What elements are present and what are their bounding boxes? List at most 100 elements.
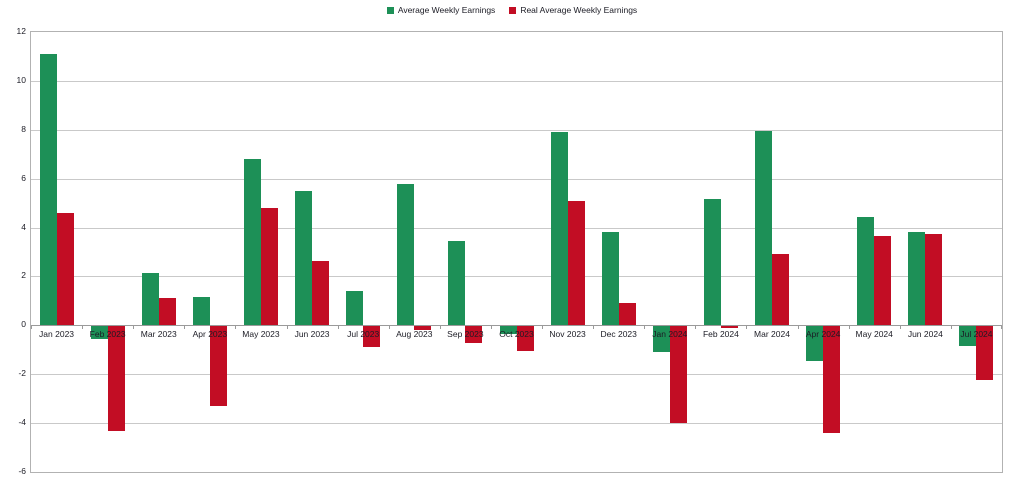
chart-legend: Average Weekly Earnings Real Average Wee… bbox=[0, 4, 1024, 16]
axis-tick bbox=[951, 325, 952, 330]
bar-real-average-weekly-earnings bbox=[56, 212, 74, 326]
x-axis-label: Jul 2023 bbox=[347, 329, 380, 340]
axis-tick bbox=[133, 325, 134, 330]
axis-tick bbox=[389, 325, 390, 330]
gridline bbox=[31, 80, 1002, 82]
x-axis-label: Jul 2024 bbox=[960, 329, 993, 340]
y-axis-label: -6 bbox=[18, 466, 26, 476]
bar-real-average-weekly-earnings bbox=[720, 326, 738, 328]
bar-average-weekly-earnings bbox=[550, 132, 568, 326]
bar-real-average-weekly-earnings bbox=[976, 326, 994, 381]
legend-label-average-weekly-earnings: Average Weekly Earnings bbox=[397, 4, 496, 15]
gridline bbox=[31, 374, 1002, 376]
x-axis-label: Mar 2023 bbox=[140, 329, 177, 340]
bar-real-average-weekly-earnings bbox=[312, 260, 330, 326]
legend-label-real-average-weekly-earnings: Real Average Weekly Earnings bbox=[520, 4, 638, 15]
bar-average-weekly-earnings bbox=[857, 216, 875, 326]
bar-real-average-weekly-earnings bbox=[874, 236, 892, 326]
bar-average-weekly-earnings bbox=[39, 54, 57, 326]
axis-tick bbox=[542, 325, 543, 330]
axis-tick bbox=[849, 325, 850, 330]
gridline bbox=[31, 276, 1002, 278]
axis-tick bbox=[593, 325, 594, 330]
axis-tick bbox=[695, 325, 696, 330]
axis-tick bbox=[31, 325, 32, 330]
y-axis-label: 4 bbox=[21, 221, 26, 232]
bar-average-weekly-earnings bbox=[346, 291, 364, 326]
y-axis-label: 12 bbox=[16, 26, 26, 36]
bar-real-average-weekly-earnings bbox=[516, 326, 534, 351]
bar-average-weekly-earnings bbox=[959, 326, 977, 346]
y-axis-label: 6 bbox=[21, 172, 26, 183]
bar-average-weekly-earnings bbox=[499, 326, 517, 334]
x-axis-label: Mar 2024 bbox=[754, 329, 790, 340]
y-axis: 12 10 8 6 4 2 0 -2 -4 -6 bbox=[0, 0, 27, 488]
bar-real-average-weekly-earnings bbox=[823, 326, 841, 433]
bar-real-average-weekly-earnings bbox=[567, 200, 585, 326]
bar-real-average-weekly-earnings bbox=[414, 326, 432, 330]
y-axis-label: -4 bbox=[18, 417, 26, 428]
axis-tick bbox=[338, 325, 339, 330]
x-axis-label: Nov 2023 bbox=[549, 329, 586, 340]
bar-average-weekly-earnings bbox=[90, 326, 108, 339]
bar-average-weekly-earnings bbox=[755, 131, 773, 326]
y-axis-label: 10 bbox=[16, 74, 26, 85]
axis-tick bbox=[1001, 325, 1002, 330]
bar-real-average-weekly-earnings bbox=[363, 326, 381, 348]
legend-item-real-average-weekly-earnings: Real Average Weekly Earnings bbox=[509, 4, 638, 15]
x-axis-label: Dec 2023 bbox=[600, 329, 637, 340]
legend-swatch-average-weekly-earnings-icon bbox=[386, 6, 394, 14]
legend-swatch-real-average-weekly-earnings-icon bbox=[509, 6, 517, 14]
axis-tick bbox=[798, 325, 799, 330]
bar-real-average-weekly-earnings bbox=[209, 326, 227, 406]
axis-tick bbox=[287, 325, 288, 330]
x-axis-label: Aug 2023 bbox=[396, 329, 433, 340]
bar-real-average-weekly-earnings bbox=[465, 326, 483, 344]
bar-average-weekly-earnings bbox=[703, 199, 721, 326]
bar-real-average-weekly-earnings bbox=[260, 208, 278, 326]
legend-item-average-weekly-earnings: Average Weekly Earnings bbox=[386, 4, 496, 15]
gridline bbox=[31, 129, 1002, 131]
bar-average-weekly-earnings bbox=[295, 190, 313, 326]
bar-average-weekly-earnings bbox=[448, 241, 466, 326]
y-axis-label: 8 bbox=[21, 123, 26, 134]
bar-average-weekly-earnings bbox=[806, 326, 824, 361]
bar-average-weekly-earnings bbox=[397, 183, 415, 326]
gridline bbox=[31, 227, 1002, 229]
axis-tick bbox=[491, 325, 492, 330]
bar-real-average-weekly-earnings bbox=[618, 303, 636, 326]
bar-average-weekly-earnings bbox=[141, 272, 159, 326]
bar-average-weekly-earnings bbox=[192, 297, 210, 326]
y-axis-label: -2 bbox=[18, 368, 26, 379]
bar-average-weekly-earnings bbox=[601, 232, 619, 326]
x-axis-label: Oct 2023 bbox=[499, 329, 534, 340]
axis-tick bbox=[440, 325, 441, 330]
gridline bbox=[31, 178, 1002, 180]
x-axis-label: Jan 2023 bbox=[39, 329, 75, 340]
bar-average-weekly-earnings bbox=[243, 159, 261, 326]
y-axis-label: 2 bbox=[21, 270, 26, 281]
x-axis-label: Feb 2024 bbox=[702, 329, 739, 340]
zero-axis-line bbox=[31, 325, 1002, 327]
bar-average-weekly-earnings bbox=[908, 232, 926, 326]
x-axis-label: Jun 2024 bbox=[907, 329, 943, 340]
plot-area: Jan 2023 Feb 2023 Mar 2023 Apr 2023 May 2023… bbox=[30, 31, 1003, 473]
axis-tick bbox=[184, 325, 185, 330]
axis-tick bbox=[900, 325, 901, 330]
x-axis-label: Jan 2024 bbox=[652, 329, 688, 340]
bar-real-average-weekly-earnings bbox=[107, 326, 125, 432]
bar-real-average-weekly-earnings bbox=[669, 326, 687, 423]
axis-tick bbox=[235, 325, 236, 330]
gridline bbox=[31, 423, 1002, 425]
x-axis-label: Sep 2023 bbox=[447, 329, 484, 340]
bar-real-average-weekly-earnings bbox=[925, 233, 943, 326]
bar-average-weekly-earnings bbox=[652, 326, 670, 352]
bar-real-average-weekly-earnings bbox=[158, 298, 176, 326]
x-axis-label: May 2024 bbox=[855, 329, 893, 340]
y-axis-label: 0 bbox=[21, 319, 26, 330]
bar-real-average-weekly-earnings bbox=[772, 254, 790, 326]
axis-tick bbox=[644, 325, 645, 330]
x-axis-label: Apr 2024 bbox=[805, 329, 841, 340]
x-axis-label: Apr 2023 bbox=[192, 329, 228, 340]
